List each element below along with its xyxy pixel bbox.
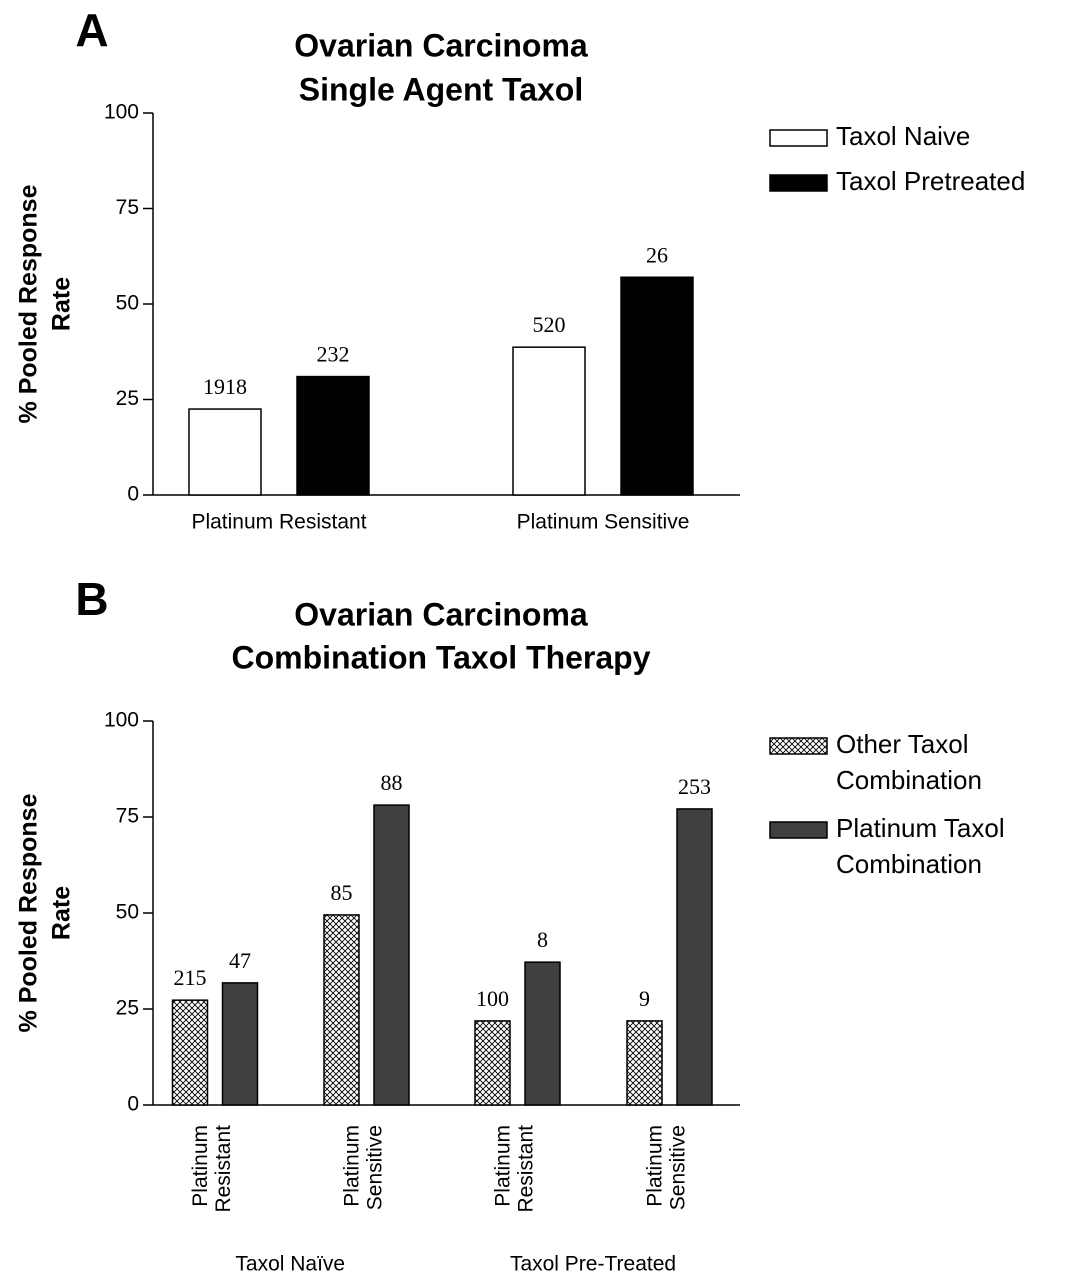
legend-label: Combination [836, 765, 982, 795]
chart-title: Ovarian Carcinoma [294, 596, 588, 632]
legend-label: Combination [836, 849, 982, 879]
legend-swatch [769, 821, 828, 839]
bar [474, 1020, 511, 1106]
data-label: 9 [639, 986, 650, 1011]
chart-title: Ovarian Carcinoma [294, 27, 588, 63]
x-tick-label: Platinum [492, 1125, 515, 1207]
bar [171, 999, 209, 1106]
data-label: 253 [678, 774, 711, 799]
x-tick-label: Platinum [644, 1125, 667, 1207]
legend-label: Platinum Taxol [836, 813, 1005, 843]
bar [221, 982, 259, 1106]
group-label: Taxol Naïve [235, 1253, 345, 1276]
y-axis-label: Rate [48, 886, 76, 940]
bar [620, 276, 694, 496]
data-label: 232 [317, 342, 350, 367]
bar [676, 808, 713, 1106]
y-axis-label: % Pooled Response [15, 184, 43, 423]
data-label: 85 [331, 880, 353, 905]
data-label: 47 [229, 948, 251, 973]
y-tick-label: 25 [116, 997, 139, 1020]
data-label: 26 [646, 242, 668, 267]
x-tick-label: Platinum [341, 1125, 364, 1207]
x-tick-label: Resistant [515, 1125, 538, 1213]
y-tick-label: 50 [116, 292, 139, 315]
y-tick-label: 100 [104, 709, 139, 732]
bar [512, 346, 586, 496]
y-axis-label: % Pooled Response [15, 793, 43, 1032]
legend-label: Taxol Pretreated [836, 166, 1025, 196]
x-tick-label: Platinum Resistant [191, 511, 366, 534]
bar [188, 408, 262, 496]
panel-label: A [75, 4, 108, 56]
data-label: 88 [381, 770, 403, 795]
legend-label: Other Taxol [836, 729, 968, 759]
legend-label: Taxol Naive [836, 121, 970, 151]
x-tick-label: Sensitive [667, 1125, 690, 1210]
data-label: 215 [174, 965, 207, 990]
data-label: 520 [533, 312, 566, 337]
bar [626, 1020, 663, 1106]
x-tick-label: Platinum [189, 1125, 212, 1207]
x-tick-label: Resistant [212, 1125, 235, 1213]
bar [323, 914, 360, 1106]
bar [524, 961, 561, 1106]
x-tick-label: Sensitive [364, 1125, 387, 1210]
chart-title: Combination Taxol Therapy [232, 639, 651, 675]
chart-title: Single Agent Taxol [299, 71, 583, 107]
y-axis-label: Rate [48, 277, 76, 331]
legend-swatch [769, 737, 828, 755]
y-tick-label: 25 [116, 387, 139, 410]
bar [373, 804, 410, 1106]
y-tick-label: 0 [127, 483, 139, 506]
legend-swatch [769, 174, 828, 192]
data-label: 8 [537, 927, 548, 952]
y-tick-label: 50 [116, 901, 139, 924]
y-tick-label: 100 [104, 101, 139, 124]
legend-swatch [769, 129, 828, 147]
y-tick-label: 75 [116, 805, 139, 828]
y-tick-label: 75 [116, 196, 139, 219]
data-label: 1918 [203, 374, 247, 399]
y-tick-label: 0 [127, 1093, 139, 1116]
bar [296, 375, 370, 496]
x-tick-label: Platinum Sensitive [517, 511, 690, 534]
group-label: Taxol Pre-Treated [510, 1253, 676, 1276]
data-label: 100 [476, 986, 509, 1011]
panel-label: B [75, 573, 108, 625]
